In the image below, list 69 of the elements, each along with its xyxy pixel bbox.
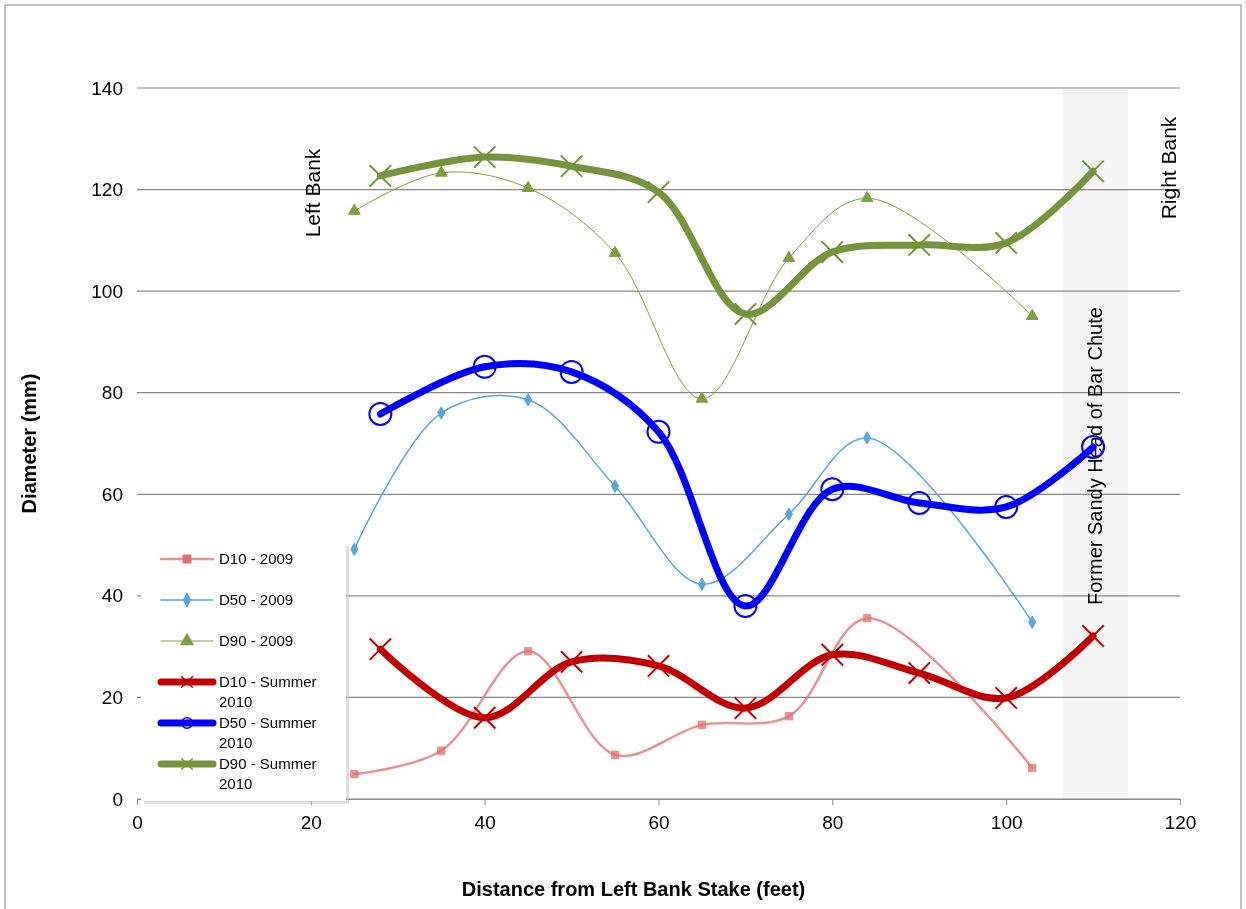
point bbox=[646, 419, 671, 444]
x-tick-label: 40 bbox=[474, 811, 496, 833]
point bbox=[907, 233, 931, 257]
point bbox=[994, 231, 1018, 255]
legend-label: D50 - 2009 bbox=[219, 591, 294, 608]
point bbox=[1028, 763, 1037, 773]
point bbox=[820, 477, 845, 502]
point bbox=[733, 302, 758, 326]
point bbox=[472, 145, 497, 169]
point bbox=[820, 643, 845, 667]
x-tick-label: 20 bbox=[300, 811, 322, 833]
point bbox=[1081, 159, 1105, 183]
point bbox=[521, 180, 535, 192]
point bbox=[994, 495, 1019, 519]
point bbox=[437, 746, 446, 755]
x-tick-label: 60 bbox=[648, 811, 670, 833]
x-tick-label: 80 bbox=[822, 811, 844, 833]
point bbox=[784, 712, 794, 721]
point bbox=[697, 720, 707, 730]
point bbox=[523, 647, 533, 656]
x-axis-title: Distance from Left Bank Stake (feet) bbox=[461, 878, 806, 900]
legend-label: D10 - 2009 bbox=[219, 550, 294, 567]
point bbox=[608, 245, 622, 257]
legend-label: D10 - Summer 2010 bbox=[219, 673, 317, 710]
point bbox=[610, 750, 620, 760]
point bbox=[347, 203, 361, 215]
point bbox=[434, 165, 448, 177]
point bbox=[559, 154, 584, 178]
point bbox=[472, 354, 497, 379]
point bbox=[907, 661, 931, 685]
legend-label: D90 - Summer 2010 bbox=[219, 755, 317, 792]
y-tick-label: 40 bbox=[101, 585, 123, 607]
legend-label: D50 - Summer 2010 bbox=[219, 714, 317, 751]
point bbox=[860, 190, 874, 203]
point bbox=[994, 686, 1018, 710]
point bbox=[350, 769, 359, 779]
point bbox=[862, 613, 872, 623]
point bbox=[368, 402, 393, 427]
legend-label: D90 - 2009 bbox=[219, 632, 294, 649]
y-tick-label: 100 bbox=[91, 280, 123, 302]
point bbox=[695, 391, 709, 403]
y-tick-label: 20 bbox=[101, 687, 123, 709]
point bbox=[820, 240, 845, 264]
point bbox=[1025, 308, 1039, 320]
y-tick-label: 120 bbox=[91, 179, 123, 201]
y-tick-label: 60 bbox=[101, 483, 123, 505]
annotation: Right Bank bbox=[1157, 116, 1180, 220]
point bbox=[697, 577, 707, 591]
point bbox=[646, 180, 671, 204]
y-tick-label: 80 bbox=[101, 382, 123, 404]
y-axis-title: Diameter (mm) bbox=[18, 373, 40, 514]
y-tick-label: 0 bbox=[112, 788, 123, 810]
y-tick-label: 140 bbox=[91, 77, 123, 99]
x-tick-label: 120 bbox=[1164, 811, 1197, 833]
point bbox=[559, 359, 584, 384]
point bbox=[733, 594, 758, 618]
point bbox=[733, 696, 758, 720]
point bbox=[907, 490, 932, 515]
point bbox=[1081, 624, 1105, 648]
x-tick-label: 0 bbox=[132, 811, 143, 833]
annotation: Left Bank bbox=[301, 148, 324, 238]
point bbox=[559, 650, 584, 674]
point bbox=[610, 479, 620, 493]
point bbox=[368, 637, 393, 661]
point bbox=[782, 250, 796, 263]
point bbox=[646, 654, 671, 678]
x-tick-label: 100 bbox=[990, 811, 1023, 833]
point bbox=[368, 164, 393, 188]
point bbox=[472, 706, 497, 730]
